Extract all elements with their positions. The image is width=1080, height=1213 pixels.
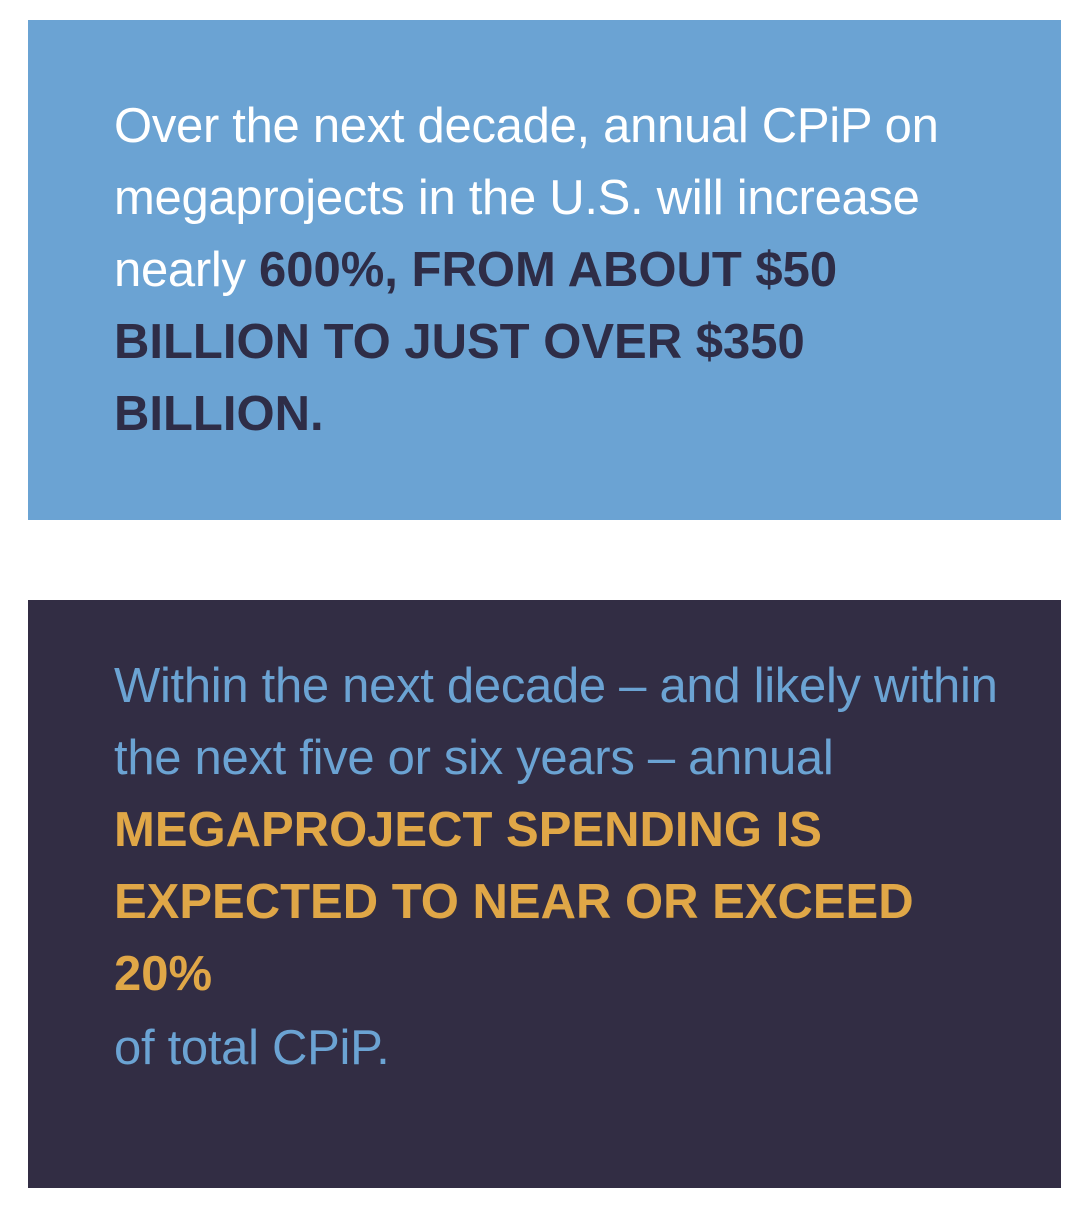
stat-highlight-text: MEGAPROJECT SPENDING IS EXPECTED TO NEAR… [114,803,914,1001]
stat-tail-text: of total CPiP. [114,1021,390,1075]
stat-text-growth: Over the next decade, annual CPiP on meg… [114,90,1014,450]
stat-text-share: Within the next decade – and likely with… [114,650,1014,1084]
stat-highlight-text: 600%, FROM ABOUT $50 BILLION TO JUST OVE… [114,243,838,441]
stat-lead-text: Within the next decade – and likely with… [114,659,998,785]
stat-panel-growth: Over the next decade, annual CPiP on meg… [28,20,1061,520]
stat-panel-share: Within the next decade – and likely with… [28,600,1061,1188]
stat-lead-text: Over the next decade, annual CPiP on meg… [114,99,939,297]
